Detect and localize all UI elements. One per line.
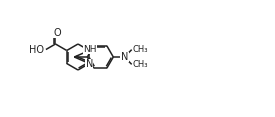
Text: CH₃: CH₃ — [133, 45, 148, 54]
Text: CH₃: CH₃ — [133, 60, 148, 69]
Text: N: N — [121, 52, 128, 62]
Text: O: O — [53, 28, 61, 38]
Text: NH: NH — [83, 45, 97, 54]
Text: N: N — [86, 59, 93, 69]
Text: HO: HO — [29, 45, 44, 55]
